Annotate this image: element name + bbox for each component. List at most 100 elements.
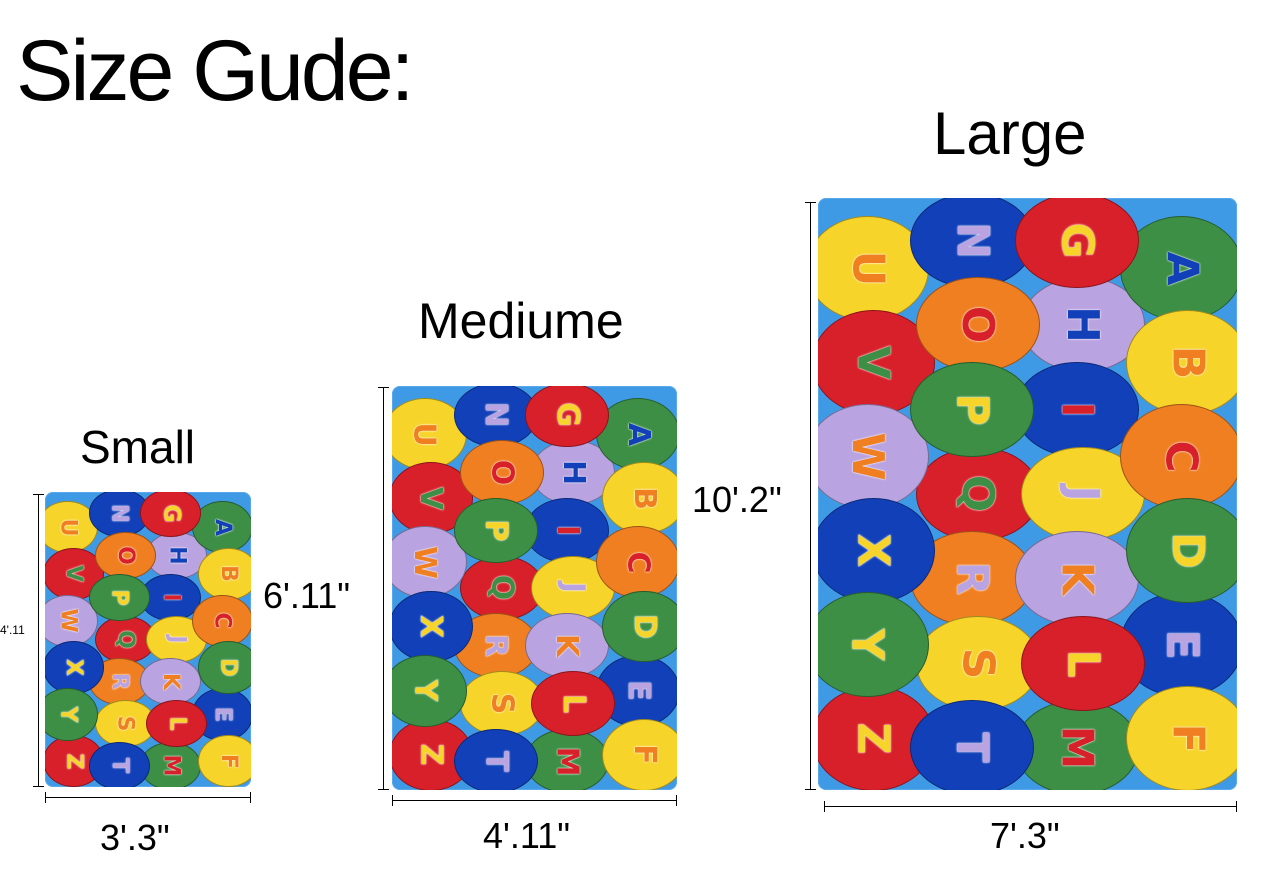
balloon-y: Y [392,654,467,727]
rug-letter: C [620,551,656,574]
rug-letter: S [952,647,1004,679]
length-dimension-line-large [805,202,816,790]
width-large: 7'.3" [990,815,1060,856]
rug-letter: X [413,614,449,639]
balloon-t: T [453,728,538,790]
rug-letter: T [478,750,514,772]
rug-letter: X [61,659,87,677]
balloon-f: F [197,735,251,787]
rug-letter: O [952,306,1004,344]
balloon-t: T [88,742,150,787]
balloon-n: N [453,386,538,448]
rug-letter: T [106,758,132,774]
rug-small: U V W X Y Z N O P Q R S T G H I J K L M A B C D E F [45,492,251,787]
balloon-l: L [1021,615,1145,711]
width-dimension-line-large [824,801,1237,812]
balloon-b: B [197,547,251,601]
balloon-w: W [392,526,467,599]
rug-letter: K [549,634,585,658]
rug-medium: U V W X Y Z N O P Q R S T G H I J K L M A B C D E F [392,386,677,790]
rug-letter: L [164,716,190,731]
balloon-l: L [531,671,616,736]
balloon-c: C [1119,403,1237,510]
rug-letter: U [55,518,81,537]
rug-letter: L [555,693,591,713]
length-dimension-line-small [33,494,44,787]
balloon-p: P [453,497,538,563]
balloon-x: X [818,497,936,603]
rug-letter: J [1057,485,1109,503]
balloon-i: I [1015,362,1139,457]
rug-letter: K [158,673,184,691]
rug-letter: H [1057,306,1109,344]
rug-letter: J [164,635,190,644]
rug-letter: B [215,565,241,583]
rug-letter: B [626,486,662,510]
balloon-c: C [596,526,677,599]
rug-letter: N [946,221,998,259]
balloon-t: T [910,700,1034,790]
rug-letter: A [209,518,235,536]
balloon-y: Y [45,688,99,741]
balloon-f: F [602,718,677,790]
rug-letter: E [1156,629,1208,660]
balloon-i: I [140,573,202,621]
size-label-small: Small [80,421,196,473]
rug-letter: M [158,754,184,777]
balloon-o: O [459,440,544,505]
rug-letter: N [478,402,514,428]
balloon-c: C [191,594,251,647]
width-small: 3'.3" [100,817,170,858]
length-large: 10'.2" [692,479,782,520]
rug-letter: D [1162,532,1214,569]
rug-letter: M [1051,725,1103,770]
balloon-s: S [94,700,156,748]
balloon-k: K [140,658,202,706]
rug-letter: B [1162,345,1214,380]
rug-letter: E [209,706,235,722]
rug-letter: M [549,746,585,777]
rug-letter: K [1051,561,1103,596]
balloon-w: W [818,403,930,510]
balloon-k: K [1015,531,1139,626]
balloon-d: D [197,641,251,694]
rug-letter: U [407,421,443,447]
length-medium: 6'.11" [263,575,351,616]
rug-letter: G [549,402,585,428]
rug-letter: P [106,589,132,606]
rug-large: U V W X Y Z N O P Q R S T G H I J K L M A B C D E F [818,198,1237,790]
width-dimension-line-medium [392,795,677,806]
rug-letter: Z [847,722,899,755]
rug-letter: R [106,673,132,691]
length-small: 4'.11 [0,623,25,637]
rug-letter: P [478,519,514,542]
rug-letter: I [1051,401,1103,418]
balloon-p: P [910,362,1034,457]
rug-letter: V [847,345,899,380]
page-title: Size Gude: [16,23,414,119]
length-dimension-line-medium [378,387,389,790]
rug-letter: I [158,593,184,602]
balloon-g: G [140,492,202,537]
balloon-k: K [525,613,610,679]
rug-letter: A [620,422,656,446]
rug-letter: Z [413,743,449,766]
balloon-d: D [1125,497,1237,603]
rug-letter: J [555,582,591,594]
size-label-large: Large [933,100,1087,167]
rug-letter: Y [55,706,81,723]
size-label-medium: Mediume [418,293,624,349]
balloon-f: F [1125,685,1237,790]
balloon-n: N [88,492,150,537]
rug-letter: P [946,393,998,426]
rug-letter: T [946,732,998,763]
rug-letter: W [55,608,81,633]
rug-letter: S [112,715,138,732]
balloon-o: O [94,531,156,579]
balloon-b: B [1125,309,1237,416]
balloon-p: P [88,573,150,621]
width-medium: 4'.11" [483,815,571,856]
rug-letter: V [413,486,449,510]
balloon-x: X [45,641,105,694]
rug-letter: Q [952,475,1004,513]
